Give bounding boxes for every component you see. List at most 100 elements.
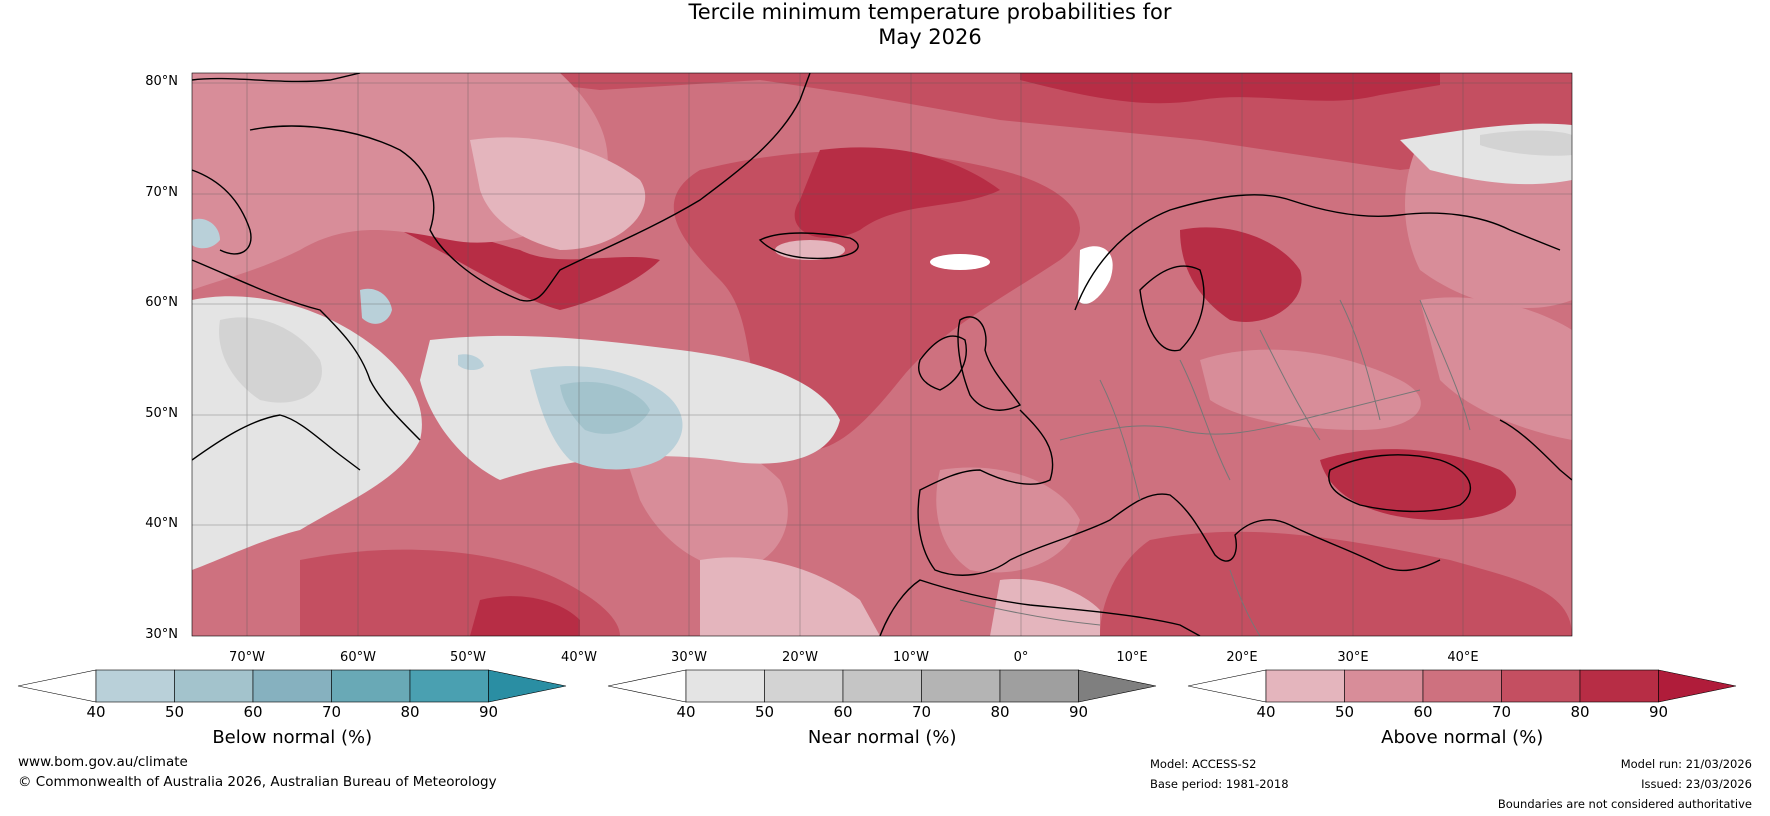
lon-label-70w: 70°W [229, 650, 265, 665]
colorbar-below-segment [409, 669, 489, 703]
lon-label-60w: 60°W [340, 650, 376, 665]
border-line-6 [1419, 299, 1471, 431]
colorbar-above-tick: 50 [1334, 703, 1355, 721]
coast-mediterranean [1009, 493, 1441, 572]
border-line-4 [1259, 329, 1321, 441]
region-white-norway [1078, 246, 1113, 304]
border-line-7 [959, 599, 1101, 626]
colorbar-near-tick: 60 [833, 703, 853, 721]
lon-label-10w: 10°W [893, 650, 929, 665]
region-above-moderate-russia [1420, 297, 1572, 440]
lat-label-80n: 80°N [145, 74, 178, 89]
lon-label-0: 0° [1013, 650, 1029, 665]
colorbar-above-tick: 40 [1256, 703, 1276, 721]
footer-website: www.bom.gov.au/climate [18, 754, 188, 770]
colorbar-below-segment [252, 669, 332, 703]
colorbar-above-tick: 80 [1570, 703, 1590, 721]
chart-title: Tercile minimum temperature probabilitie… [230, 0, 1630, 50]
lon-label-50w: 50°W [450, 650, 486, 665]
coastlines [192, 73, 1572, 636]
coast-north-africa [879, 579, 1201, 636]
lat-label-70n: 70°N [145, 185, 178, 200]
colorbar-below-tick: 70 [321, 703, 342, 721]
colorbar-above-extend-low [1187, 669, 1267, 703]
footer-model-run: Model run: 21/03/2026 [1620, 757, 1752, 771]
lon-label-20e: 20°E [1226, 650, 1258, 665]
lat-label-40n: 40°N [145, 516, 178, 531]
lat-label-50n: 50°N [145, 406, 178, 421]
region-above-very-high-scandinavia [1180, 227, 1302, 322]
colorbar-below-segment [174, 669, 254, 703]
colorbar-above-label: Above normal (%) [1381, 727, 1544, 748]
colorbar-below-tick: 80 [400, 703, 420, 721]
lon-label-10e: 10°E [1116, 650, 1148, 665]
title-line-2: May 2026 [878, 25, 982, 49]
colorbar-near-extend-low [607, 669, 687, 703]
lon-label-30w: 30°W [671, 650, 707, 665]
colorbar-near-segment [921, 669, 1001, 703]
lon-label-40e: 40°E [1447, 650, 1479, 665]
colorbar-near-segment [999, 669, 1079, 703]
coast-baffin [192, 169, 252, 255]
coast-scandinavia [1074, 194, 1561, 311]
coast-britain [957, 316, 1022, 411]
lon-label-20w: 20°W [782, 650, 818, 665]
region-above-very-high-arctic [1020, 73, 1440, 104]
coast-caspian [1499, 419, 1572, 481]
region-below-normal-atlantic-core [560, 381, 650, 434]
region-above-very-high-subtropics [470, 596, 580, 636]
region-white-atlantic [930, 254, 990, 270]
footer-model: Model: ACCESS-S2 [1150, 757, 1257, 771]
region-below-normal-baffin [192, 218, 220, 249]
region-above-low-greenland [470, 137, 646, 250]
colorbar-above-tick: 90 [1648, 703, 1669, 721]
coast-nova-scotia [192, 414, 361, 471]
colorbar-near-tick: 40 [676, 703, 696, 721]
map-plot-area [192, 73, 1572, 636]
colorbar-below-label: Below normal (%) [212, 727, 373, 748]
colorbar-below-tick: 60 [243, 703, 263, 721]
region-above-very-high-greenland-south [400, 227, 660, 310]
colorbar-near-tick: 90 [1068, 703, 1089, 721]
colorbar-below-segment [95, 669, 175, 703]
colorbar-below-tick: 40 [86, 703, 106, 721]
region-above-low-canary [700, 557, 880, 636]
coast-iceland [758, 232, 859, 260]
footer-base-period: Base period: 1981-2018 [1150, 777, 1289, 791]
colorbar-near-segment [685, 669, 765, 703]
title-line-1: Tercile minimum temperature probabilitie… [688, 0, 1172, 24]
border-line-3 [1179, 359, 1231, 481]
region-above-moderate-labrador [192, 73, 608, 290]
colorbar-below-tick: 50 [164, 703, 185, 721]
colorbar-above-segment [1422, 669, 1502, 703]
colorbar-near-tick: 50 [754, 703, 775, 721]
colorbar-above-extend-high [1658, 669, 1737, 703]
lon-label-30e: 30°E [1337, 650, 1369, 665]
border-line-8 [1229, 569, 1261, 636]
graticule [192, 73, 1572, 636]
colorbar-near-extend-high [1078, 669, 1157, 703]
colorbar-below-segment [331, 669, 411, 703]
colorbar-above-segment [1501, 669, 1581, 703]
region-near-normal-mid-labrador [219, 317, 322, 403]
coast-labrador [192, 259, 421, 441]
colorbar-near-tick: 70 [911, 703, 932, 721]
colorbar-above-tick: 60 [1413, 703, 1433, 721]
coast-baltic [1139, 265, 1205, 352]
coast-france-iberia [917, 409, 1054, 576]
border-line-2 [1099, 379, 1141, 501]
region-low-iceland [775, 240, 845, 260]
region-above-very-high-black-sea [1320, 449, 1517, 520]
colorbar-near-label: Near normal (%) [807, 727, 957, 748]
region-below-normal-small [458, 354, 484, 371]
colorbar-near-segment [764, 669, 844, 703]
colorbars [17, 669, 1737, 703]
coast-ellesmere [192, 73, 361, 83]
country-borders [959, 299, 1471, 636]
colorbar-below-tick: 90 [478, 703, 499, 721]
colorbar-near-tick: 80 [990, 703, 1010, 721]
colorbar-above-tick: 70 [1491, 703, 1512, 721]
region-near-normal-barents-core [1480, 130, 1572, 156]
map-frame [191, 72, 1573, 637]
